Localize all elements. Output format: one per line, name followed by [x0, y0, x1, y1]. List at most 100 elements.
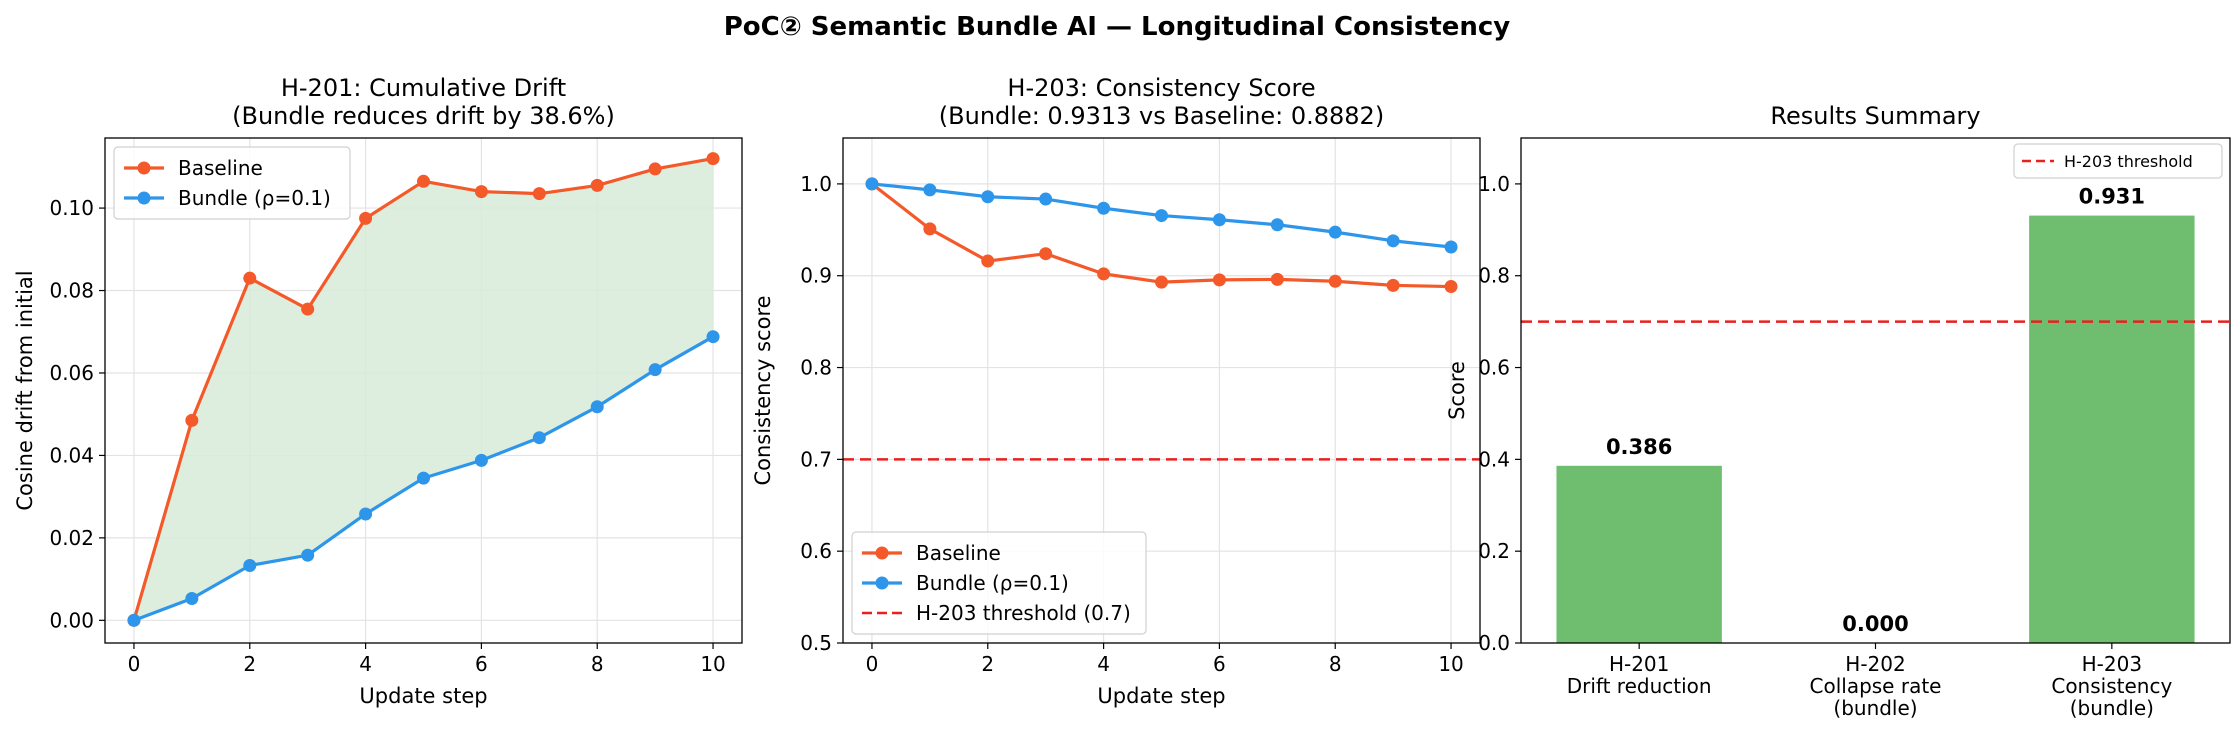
- legend-label: Baseline: [178, 156, 263, 180]
- x-tick-label: 8: [1329, 652, 1342, 676]
- y-tick-label: 1.0: [1478, 172, 1510, 196]
- y-tick-label: 0.6: [800, 539, 832, 563]
- data-point: [1328, 274, 1342, 288]
- data-point: [185, 413, 199, 427]
- data-point: [359, 211, 373, 225]
- y-tick-label: 0.6: [1478, 356, 1510, 380]
- data-point: [1270, 218, 1284, 232]
- data-point: [1212, 273, 1226, 287]
- y-axis-label: Cosine drift from initial: [13, 270, 37, 510]
- data-point: [417, 471, 430, 485]
- data-point: [923, 222, 937, 236]
- legend-label: H-203 threshold (0.7): [916, 601, 1131, 625]
- chart-subtitle: (Bundle reduces drift by 38.6%): [232, 102, 615, 130]
- data-point: [1386, 234, 1400, 248]
- data-point: [185, 591, 199, 605]
- legend-box: [851, 531, 1147, 635]
- legend-box: [2013, 143, 2223, 179]
- y-tick-label: 0.08: [49, 279, 94, 303]
- y-tick-label: 0.4: [1478, 447, 1510, 471]
- data-point: [127, 613, 141, 627]
- data-point: [301, 548, 315, 562]
- bar: [2029, 215, 2195, 643]
- summary-chart: Results Summary 0.386 0.000 0.931 0.0 0.2 0.4 0…: [1445, 102, 2231, 720]
- data-point: [648, 162, 662, 176]
- data-point: [1039, 192, 1053, 206]
- data-point: [706, 152, 720, 166]
- data-point: [590, 178, 604, 192]
- data-point: [1270, 272, 1284, 286]
- data-point: [1444, 280, 1458, 294]
- data-point: [359, 507, 373, 521]
- data-point: [1328, 225, 1342, 239]
- legend-swatch-marker: [875, 576, 889, 590]
- data-point: [243, 558, 257, 572]
- x-axis-label: Update step: [359, 684, 487, 708]
- y-tick-label: 0.02: [49, 526, 94, 550]
- x-tick-label: 4: [1097, 652, 1110, 676]
- legend-label: Bundle (ρ=0.1): [178, 186, 331, 210]
- data-point: [301, 302, 315, 316]
- y-tick-label: 0.2: [1478, 539, 1510, 563]
- data-point: [590, 400, 604, 414]
- x-tick-label: (bundle): [2070, 696, 2154, 720]
- chart-title: H-203: Consistency Score: [1007, 74, 1315, 102]
- x-tick-label: H-203: [2082, 652, 2142, 676]
- data-point: [1155, 209, 1168, 223]
- legend-swatch-marker: [137, 161, 151, 175]
- data-point: [417, 174, 430, 188]
- data-point: [1155, 275, 1168, 289]
- y-tick-label: 0.9: [800, 264, 832, 288]
- x-tick-label: Drift reduction: [1567, 674, 1712, 698]
- x-tick-label: 8: [591, 652, 604, 676]
- plot-frame: [842, 137, 1481, 644]
- x-tick-label: (bundle): [1833, 696, 1917, 720]
- y-tick-label: 0.8: [800, 356, 832, 380]
- data-point: [1386, 278, 1400, 292]
- x-tick-label: 4: [359, 652, 372, 676]
- data-point: [532, 187, 546, 201]
- y-tick-label: 1.0: [800, 172, 832, 196]
- data-point: [532, 431, 546, 445]
- consistency-chart: H-203: Consistency Score(Bundle: 0.9313 …: [751, 74, 1481, 708]
- x-tick-label: H-201: [1609, 652, 1669, 676]
- bar-value-label: 0.000: [1842, 612, 1908, 636]
- x-tick-label: 0: [128, 652, 141, 676]
- x-tick-label: 0: [866, 652, 879, 676]
- data-point: [474, 453, 488, 467]
- bar-value-label: 0.931: [2079, 185, 2145, 209]
- x-tick-label: 2: [981, 652, 994, 676]
- data-point: [648, 363, 662, 377]
- legend-swatch-marker: [875, 546, 889, 560]
- data-point: [981, 190, 995, 204]
- y-tick-label: 0.00: [49, 608, 94, 632]
- y-axis-label: Consistency score: [751, 295, 775, 485]
- bar: [1556, 465, 1722, 643]
- figure-title: PoC② Semantic Bundle AI — Longitudinal C…: [724, 12, 1511, 42]
- y-axis-label: Score: [1445, 361, 1469, 420]
- data-point: [923, 183, 937, 197]
- data-point: [706, 330, 720, 344]
- x-tick-label: 10: [1438, 652, 1463, 676]
- drift-chart: H-201: Cumulative Drift(Bundle reduces d…: [13, 74, 743, 708]
- chart-title: H-201: Cumulative Drift: [281, 74, 566, 102]
- data-point: [1444, 240, 1458, 254]
- legend-label: Bundle (ρ=0.1): [916, 571, 1069, 595]
- data-point: [243, 271, 257, 285]
- data-point: [981, 254, 995, 268]
- legend-label: Baseline: [916, 541, 1001, 565]
- y-tick-label: 0.7: [800, 447, 832, 471]
- x-tick-label: Consistency: [2051, 674, 2172, 698]
- bar-value-label: 0.386: [1606, 435, 1672, 459]
- chart-title: Results Summary: [1770, 102, 1980, 130]
- x-tick-label: 2: [243, 652, 256, 676]
- data-point: [1212, 213, 1226, 227]
- data-point: [1039, 247, 1053, 261]
- legend-box: [113, 146, 351, 220]
- y-tick-label: 0.10: [49, 196, 94, 220]
- plot-frame: [104, 137, 743, 644]
- chart-subtitle: (Bundle: 0.9313 vs Baseline: 0.8882): [939, 102, 1384, 130]
- x-tick-label: 6: [475, 652, 488, 676]
- y-tick-label: 0.06: [49, 361, 94, 385]
